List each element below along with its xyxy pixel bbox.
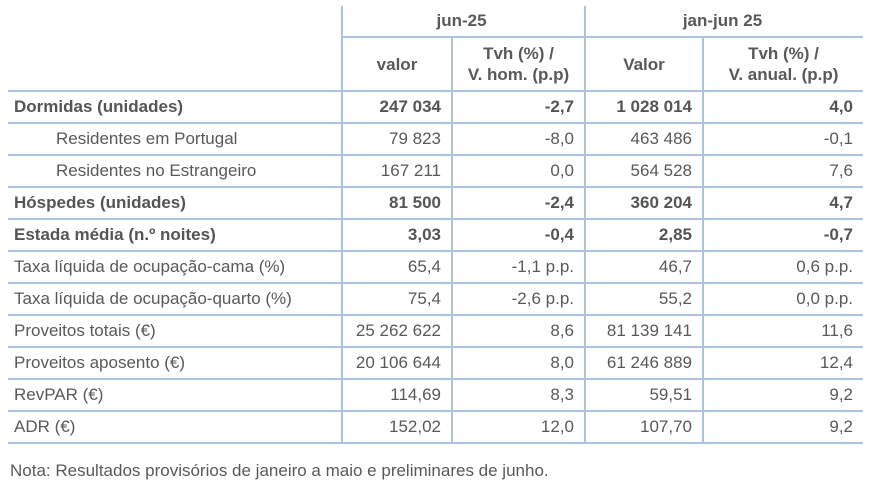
cell-valor-jun: 81 500 [342, 187, 453, 220]
cell-tvh-jun: -2,7 [452, 91, 586, 124]
cell-tvh-jan: 0,6 p.p. [703, 251, 864, 284]
table-row-dormidas: Dormidas (unidades) 247 034 -2,7 1 028 0… [8, 91, 864, 124]
group-header-jun25: jun-25 [342, 6, 586, 38]
cell-valor-jan: 463 486 [585, 123, 704, 156]
cell-tvh-jan: 11,6 [703, 315, 864, 348]
table-row-proveitos-totais: Proveitos totais (€) 25 262 622 8,6 81 1… [8, 315, 864, 348]
cell-tvh-jun: -2,4 [452, 187, 586, 220]
cell-valor-jan: 61 246 889 [585, 347, 704, 380]
cell-valor-jan: 360 204 [585, 187, 704, 220]
cell-tvh-jan: -0,1 [703, 123, 864, 156]
cell-valor-jun: 3,03 [342, 219, 453, 252]
table-row-revpar: RevPAR (€) 114,69 8,3 59,51 9,2 [8, 379, 864, 412]
row-label: ADR (€) [8, 411, 343, 444]
cell-tvh-jan: 4,7 [703, 187, 864, 220]
row-label: Taxa líquida de ocupação-cama (%) [8, 251, 343, 284]
table-row-residentes-portugal: Residentes em Portugal 79 823 -8,0 463 4… [8, 123, 864, 156]
period-group-row: jun-25 jan-jun 25 [8, 6, 864, 38]
row-label: Dormidas (unidades) [8, 91, 343, 124]
table-row-hospedes: Hóspedes (unidades) 81 500 -2,4 360 204 … [8, 187, 864, 220]
table-row-ocupacao-cama: Taxa líquida de ocupação-cama (%) 65,4 -… [8, 251, 864, 284]
cell-valor-jan: 55,2 [585, 283, 704, 316]
cell-tvh-jun: -8,0 [452, 123, 586, 156]
cell-valor-jun: 79 823 [342, 123, 453, 156]
row-label: Proveitos totais (€) [8, 315, 343, 348]
row-label: Residentes no Estrangeiro [8, 155, 343, 188]
cell-tvh-jun: 8,3 [452, 379, 586, 412]
cell-tvh-jun: -0,4 [452, 219, 586, 252]
cell-valor-jan: 2,85 [585, 219, 704, 252]
row-label: Taxa líquida de ocupação-quarto (%) [8, 283, 343, 316]
cell-valor-jun: 152,02 [342, 411, 453, 444]
measure-header-row: valor Tvh (%) / V. hom. (p.p) Valor Tvh … [8, 37, 864, 92]
table-row-residentes-estrangeiro: Residentes no Estrangeiro 167 211 0,0 56… [8, 155, 864, 188]
table-row-adr: ADR (€) 152,02 12,0 107,70 9,2 [8, 411, 864, 444]
cell-tvh-jun: -2,6 p.p. [452, 283, 586, 316]
cell-valor-jan: 107,70 [585, 411, 704, 444]
cell-valor-jun: 20 106 644 [342, 347, 453, 380]
table-row-estada-media: Estada média (n.º noites) 3,03 -0,4 2,85… [8, 219, 864, 252]
table-header: jun-25 jan-jun 25 valor Tvh (%) / V. hom… [8, 6, 864, 92]
cell-tvh-jan: 9,2 [703, 379, 864, 412]
cell-valor-jan: 46,7 [585, 251, 704, 284]
cell-valor-jun: 247 034 [342, 91, 453, 124]
col-header-tvh-jan: Tvh (%) / V. anual. (p.p) [703, 37, 864, 92]
cell-tvh-jun: 8,0 [452, 347, 586, 380]
cell-valor-jun: 65,4 [342, 251, 453, 284]
row-label: Estada média (n.º noites) [8, 219, 343, 252]
cell-tvh-jan: 12,4 [703, 347, 864, 380]
cell-tvh-jan: -0,7 [703, 219, 864, 252]
cell-valor-jan: 59,51 [585, 379, 704, 412]
statistics-table: jun-25 jan-jun 25 valor Tvh (%) / V. hom… [8, 6, 864, 444]
col-header-tvh-jun: Tvh (%) / V. hom. (p.p) [452, 37, 586, 92]
row-label: RevPAR (€) [8, 379, 343, 412]
row-label: Proveitos aposento (€) [8, 347, 343, 380]
cell-valor-jun: 25 262 622 [342, 315, 453, 348]
cell-valor-jun: 114,69 [342, 379, 453, 412]
cell-valor-jan: 81 139 141 [585, 315, 704, 348]
cell-tvh-jun: 8,6 [452, 315, 586, 348]
group-header-janjun25: jan-jun 25 [585, 6, 864, 38]
empty-corner-cell [8, 6, 343, 37]
cell-valor-jan: 1 028 014 [585, 91, 704, 124]
row-label: Residentes em Portugal [8, 123, 343, 156]
footnote: Nota: Resultados provisórios de janeiro … [10, 461, 549, 480]
col-header-valor-jan: Valor [585, 37, 704, 92]
cell-tvh-jun: 0,0 [452, 155, 586, 188]
cell-valor-jun: 75,4 [342, 283, 453, 316]
table-row-proveitos-aposento: Proveitos aposento (€) 20 106 644 8,0 61… [8, 347, 864, 380]
cell-tvh-jan: 0,0 p.p. [703, 283, 864, 316]
table-row-ocupacao-quarto: Taxa líquida de ocupação-quarto (%) 75,4… [8, 283, 864, 316]
cell-valor-jan: 564 528 [585, 155, 704, 188]
empty-label-header-cell [8, 37, 343, 92]
col-header-valor-jun: valor [342, 37, 453, 92]
cell-tvh-jun: 12,0 [452, 411, 586, 444]
row-label: Hóspedes (unidades) [8, 187, 343, 220]
cell-tvh-jun: -1,1 p.p. [452, 251, 586, 284]
cell-tvh-jan: 7,6 [703, 155, 864, 188]
table-body: Dormidas (unidades) 247 034 -2,7 1 028 0… [8, 91, 864, 444]
cell-valor-jun: 167 211 [342, 155, 453, 188]
cell-tvh-jan: 4,0 [703, 91, 864, 124]
cell-tvh-jan: 9,2 [703, 411, 864, 444]
